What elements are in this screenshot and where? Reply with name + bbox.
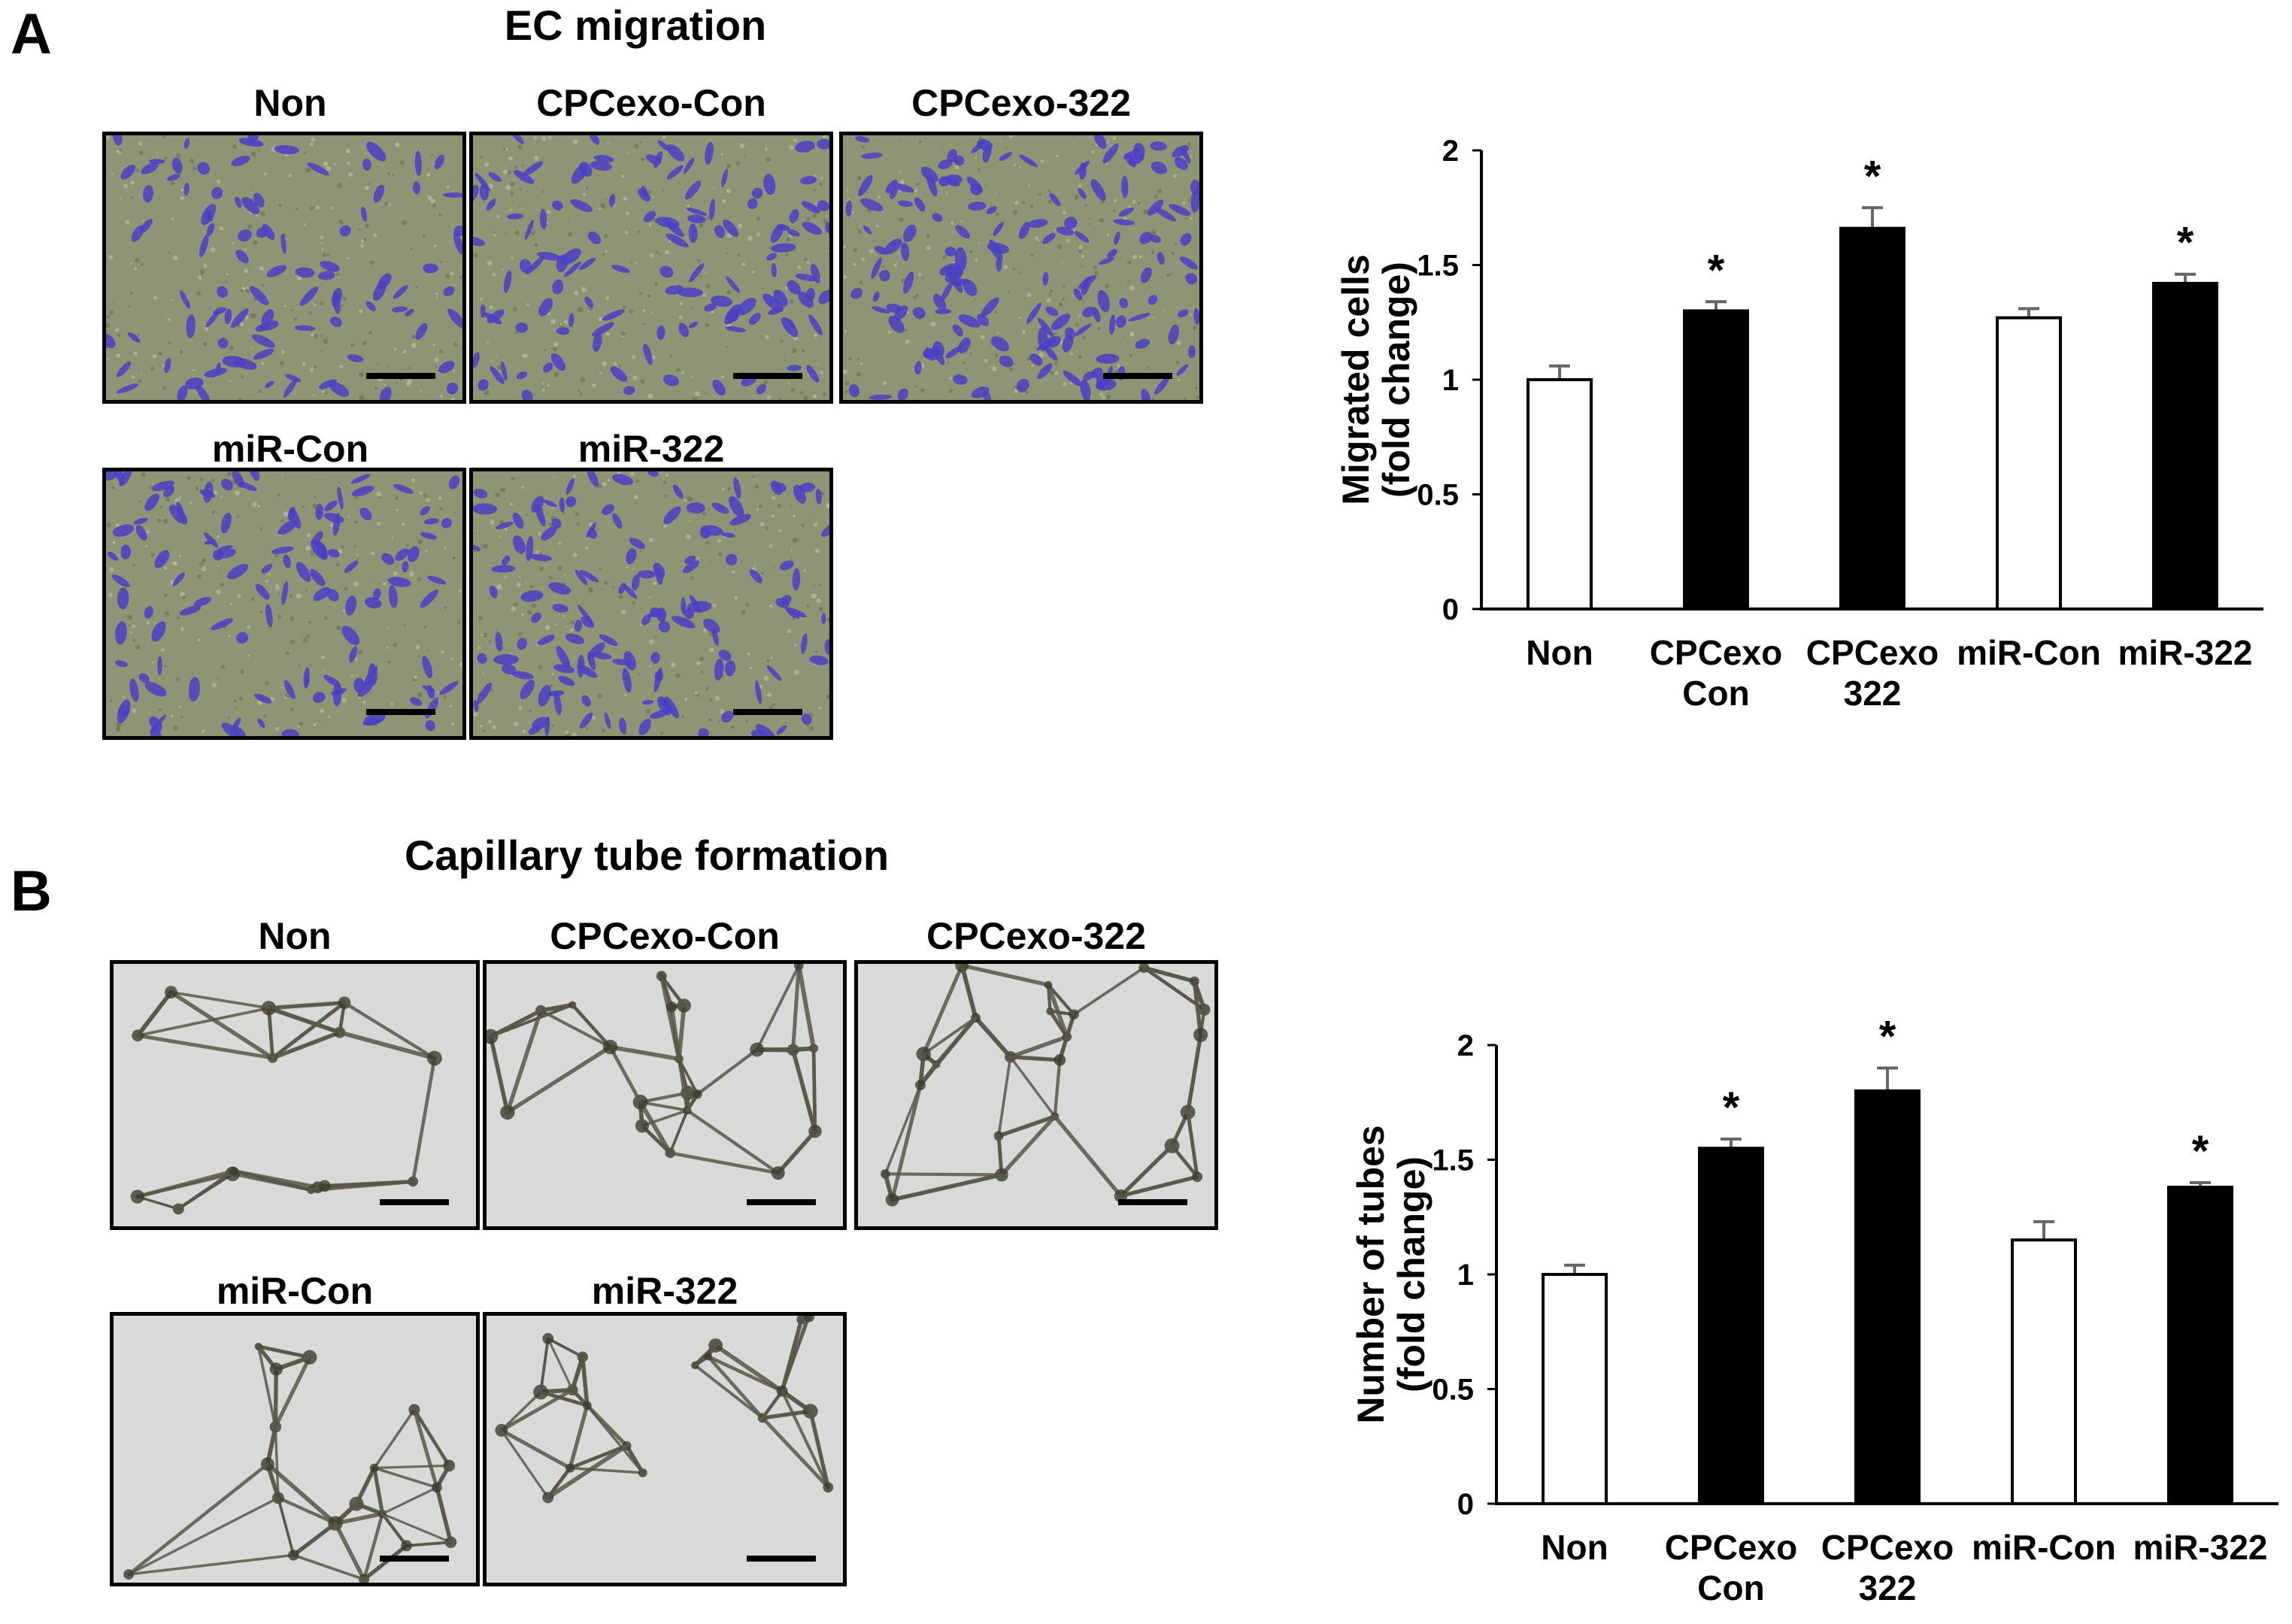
x-category-label: miR-Con (1972, 1528, 2116, 1567)
bar (1543, 1274, 1606, 1504)
bar (1684, 311, 1748, 610)
bar-chart-svg: Number of tubes(fold change) 0 0.5 1 1.5 2 Non… (1323, 1015, 2292, 1624)
y-axis-label: Number of tubes(fold change) (1350, 1125, 1432, 1423)
image-label-a-mir-con: miR-Con (102, 430, 478, 468)
micrograph-texture (114, 1316, 476, 1583)
panel-letter-a: A (11, 6, 52, 63)
y-axis-label-line: Migrated cells (1335, 254, 1377, 504)
y-tick-label: 0.5 (1417, 479, 1459, 512)
y-axis-label-line: Number of tubes (1350, 1125, 1392, 1423)
y-axis-label-line: (fold change) (1390, 1156, 1432, 1392)
x-category-label-line: miR-Con (1957, 633, 2101, 672)
y-axis-label: Migrated cells(fold change) (1335, 254, 1417, 504)
micrograph-a-mir-con (102, 468, 466, 740)
x-category-label-line: CPCexo (1821, 1528, 1954, 1567)
bar (2154, 283, 2217, 609)
panel-letter-b: B (11, 863, 52, 920)
y-tick-label: 2 (1442, 135, 1459, 168)
image-label-b-mir-322: miR-322 (483, 1272, 847, 1310)
micrograph-texture (858, 964, 1214, 1226)
significance-mark: * (1723, 1083, 1740, 1132)
micrograph-texture (473, 471, 829, 736)
tube-bar-chart: Number of tubes(fold change) 0 0.5 1 1.5 2 Non… (1323, 1015, 2292, 1624)
bar (1841, 229, 1904, 609)
micrograph-b-non (110, 960, 480, 1230)
bar-chart-svg: Migrated cells(fold change) 0 0.5 1 1.5 2 Non *… (1308, 120, 2278, 729)
y-tick-label: 2 (1457, 1029, 1474, 1062)
x-category-label: Non (1541, 1528, 1608, 1567)
x-category-label-line: Con (1697, 1568, 1764, 1607)
panel-b-title: Capillary tube formation (361, 835, 932, 877)
x-category-label-line: miR-322 (2133, 1528, 2268, 1567)
significance-mark: * (2192, 1127, 2209, 1176)
image-label-b-cpcexo-con: CPCexo-Con (483, 917, 847, 955)
significance-mark: * (1864, 152, 1881, 201)
micrograph-a-cpcexo-con (469, 132, 833, 404)
x-category-label-line: Non (1541, 1528, 1608, 1567)
micrograph-b-mir-con (110, 1312, 480, 1586)
y-axis-label-line: (fold change) (1375, 262, 1417, 498)
x-category-label: miR-Con (1957, 633, 2101, 672)
y-tick-label: 1 (1442, 364, 1459, 397)
micrograph-b-mir-322 (483, 1312, 847, 1586)
x-category-label: miR-322 (2133, 1528, 2268, 1567)
image-label-b-mir-con: miR-Con (110, 1272, 480, 1310)
y-tick-label: 1.5 (1417, 250, 1459, 283)
micrograph-texture (843, 135, 1199, 400)
bar (2169, 1187, 2232, 1504)
significance-mark: * (2177, 219, 2194, 268)
x-category-label-line: CPCexo (1665, 1528, 1797, 1567)
y-tick-label: 0 (1457, 1488, 1474, 1521)
image-label-a-mir-322: miR-322 (469, 430, 833, 468)
x-category-label-line: CPCexo (1806, 633, 1939, 672)
panel-a-title: EC migration (421, 5, 850, 47)
bar (1856, 1091, 1919, 1504)
x-category-label-line: miR-Con (1972, 1528, 2116, 1567)
x-category-label-line: Non (1526, 633, 1593, 672)
micrograph-b-cpcexo-322 (854, 960, 1218, 1230)
x-category-label-line: miR-322 (2118, 633, 2253, 672)
y-tick-label: 1 (1457, 1259, 1474, 1292)
y-tick-label: 0 (1442, 593, 1459, 626)
micrograph-a-mir-322 (469, 468, 833, 740)
significance-mark: * (1708, 246, 1725, 295)
image-label-a-cpcexo-322: CPCexo-322 (839, 84, 1203, 122)
image-label-b-cpcexo-322: CPCexo-322 (854, 917, 1218, 955)
x-category-label-line: CPCexo (1650, 633, 1782, 672)
x-category-label: Non (1526, 633, 1593, 672)
image-label-a-cpcexo-con: CPCexo-Con (469, 84, 833, 122)
y-tick-label: 1.5 (1432, 1144, 1474, 1177)
bar (1528, 380, 1591, 609)
image-label-a-non: Non (102, 84, 478, 122)
x-category-label-line: 322 (1844, 674, 1902, 713)
x-category-label-line: 322 (1859, 1568, 1917, 1607)
migration-bar-chart: Migrated cells(fold change) 0 0.5 1 1.5 2 Non *… (1308, 120, 2278, 729)
micrograph-b-cpcexo-con (483, 960, 847, 1230)
bar (1699, 1148, 1763, 1504)
micrograph-a-non (102, 132, 466, 404)
micrograph-texture (487, 1316, 843, 1583)
micrograph-texture (106, 471, 462, 736)
bar (1997, 318, 2060, 609)
image-label-b-non: Non (110, 917, 480, 955)
x-category-label: miR-322 (2118, 633, 2253, 672)
bar (2012, 1240, 2075, 1504)
micrograph-texture (473, 135, 829, 400)
significance-mark: * (1879, 1015, 1896, 1062)
micrograph-texture (114, 964, 476, 1226)
x-category-label-line: Con (1682, 674, 1749, 713)
micrograph-texture (106, 135, 462, 400)
micrograph-texture (487, 964, 843, 1226)
micrograph-a-cpcexo-322 (839, 132, 1203, 404)
y-tick-label: 0.5 (1432, 1374, 1474, 1407)
